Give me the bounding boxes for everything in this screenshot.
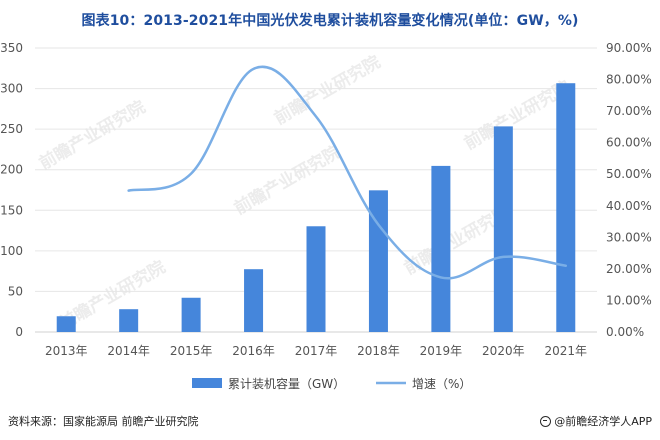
y-right-tick-label: 60.00% (606, 136, 652, 150)
source-note: 资料来源：国家能源局 前瞻产业研究院 (8, 415, 199, 428)
watermark-text: 前瞻产业研究院 (35, 96, 149, 174)
x-tick-label: 2019年 (420, 344, 463, 358)
y-right-tick-label: 90.00% (606, 41, 652, 55)
legend-bar-label: 累计装机容量（GW） (228, 376, 345, 391)
x-tick-label: 2021年 (545, 344, 588, 358)
legend-line-label: 增速（%） (412, 377, 471, 391)
growth-line (127, 65, 568, 280)
y-right-tick-label: 70.00% (606, 104, 652, 118)
bar (56, 316, 76, 332)
y-right-tick-label: 40.00% (606, 199, 652, 213)
bar (556, 83, 576, 332)
watermark-text: 前瞻产业研究院 (230, 141, 344, 219)
x-tick-label: 2015年 (170, 344, 213, 358)
y-right-tick-label: 30.00% (606, 230, 652, 244)
legend-bar-swatch (192, 378, 222, 388)
y-left-tick-label: 300 (0, 82, 23, 96)
bar (244, 269, 264, 332)
y-left-tick-label: 150 (0, 203, 23, 217)
bar-series (56, 83, 576, 332)
bar (368, 190, 388, 332)
axis-labels: 0 50 100 150 200 250 300 350 0.00% 10.00% 20.00% 30… (0, 41, 652, 358)
bar (306, 226, 326, 332)
brand-logo-icon (540, 415, 552, 427)
y-left-tick-label: 350 (0, 41, 23, 55)
y-right-tick-label: 10.00% (606, 293, 652, 307)
y-left-tick-label: 0 (15, 325, 23, 339)
y-left-tick-label: 200 (0, 163, 23, 177)
y-right-tick-label: 0.00% (606, 325, 644, 339)
watermark-text: 前瞻产业研究院 (270, 51, 384, 129)
x-tick-label: 2020年 (482, 344, 525, 358)
y-left-tick-label: 250 (0, 122, 23, 136)
x-tick-label: 2017年 (295, 344, 338, 358)
bar (431, 165, 451, 332)
brand-credit: @前瞻经济学人APP (540, 413, 652, 429)
y-left-tick-label: 100 (0, 244, 23, 258)
bar (181, 297, 201, 332)
bar (119, 309, 139, 332)
line-series (127, 65, 568, 280)
chart-title: 图表10：2013-2021年中国光伏发电累计装机容量变化情况(单位：GW，%) (81, 13, 579, 29)
bar (493, 126, 513, 332)
y-right-tick-label: 50.00% (606, 167, 652, 181)
x-tick-label: 2018年 (357, 344, 400, 358)
x-tick-label: 2014年 (107, 344, 150, 358)
brand-credit-text: @前瞻经济学人APP (554, 415, 652, 428)
x-tick-label: 2013年 (45, 344, 88, 358)
y-right-tick-label: 20.00% (606, 262, 652, 276)
y-right-tick-label: 80.00% (606, 73, 652, 87)
legend: 累计装机容量（GW） 增速（%） (192, 376, 471, 391)
y-left-tick-label: 50 (8, 284, 23, 298)
x-tick-label: 2016年 (232, 344, 275, 358)
